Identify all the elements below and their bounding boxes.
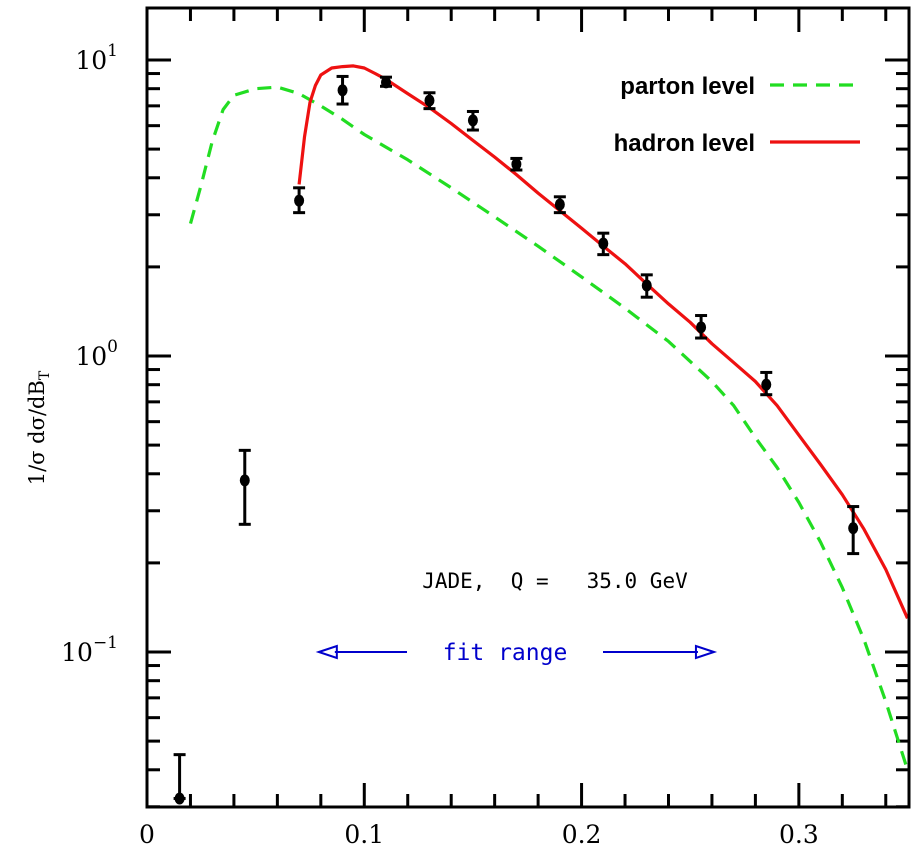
data-point — [598, 237, 609, 250]
data-point — [337, 84, 348, 97]
fit-range-label: fit range — [443, 640, 568, 666]
data-point — [294, 194, 305, 207]
y-tick-label: 10−1 — [61, 633, 118, 667]
fit-range-right-arrowhead — [694, 644, 718, 660]
plot-frame — [145, 6, 911, 809]
data-point — [239, 474, 250, 487]
y-tick-label-exponent: 0 — [107, 337, 118, 357]
data-point — [381, 76, 392, 89]
data-point — [467, 114, 478, 127]
y-tick-label-base: 10 — [61, 638, 93, 667]
data-point — [174, 792, 185, 805]
y-tick-label-base: 10 — [75, 46, 107, 75]
data-points-layer — [173, 74, 860, 805]
legend: parton level hadron level — [614, 73, 860, 157]
data-point — [511, 158, 522, 171]
y-tick-label-exponent: 1 — [107, 41, 118, 61]
data-point — [424, 94, 435, 107]
data-point — [641, 279, 652, 292]
legend-label-hadron-level: hadron level — [614, 130, 755, 157]
y-tick-label-exponent: −1 — [93, 633, 118, 653]
axis-ticks — [145, 8, 909, 809]
x-tick-label: 0.3 — [779, 820, 819, 849]
data-point — [761, 378, 772, 391]
fit-range-indicator: fit range — [315, 640, 718, 666]
y-axis-label: 1/σ dσ/dBT — [25, 370, 53, 485]
y-tick-label: 100 — [75, 337, 118, 371]
y-tick-label: 101 — [75, 41, 118, 75]
series-line-parton-level — [188, 85, 909, 771]
series-layer — [188, 64, 909, 771]
y-axis-label-sub: T — [37, 370, 53, 380]
data-point — [696, 321, 707, 334]
experiment-annotation: JADE, Q = 35.0 GeV — [422, 569, 688, 593]
series-line-hadron-level — [297, 64, 909, 619]
x-tick-label: 0.1 — [344, 820, 384, 849]
data-point — [554, 198, 565, 211]
y-axis-label-main: 1/σ dσ/dB — [25, 380, 49, 485]
x-tick-label: 0.2 — [562, 820, 602, 849]
data-point — [848, 522, 859, 535]
y-tick-label-base: 10 — [75, 342, 107, 371]
fit-range-left-arrowhead — [315, 644, 338, 660]
legend-label-parton-level: parton level — [620, 73, 755, 100]
x-tick-label: 0 — [139, 820, 155, 849]
